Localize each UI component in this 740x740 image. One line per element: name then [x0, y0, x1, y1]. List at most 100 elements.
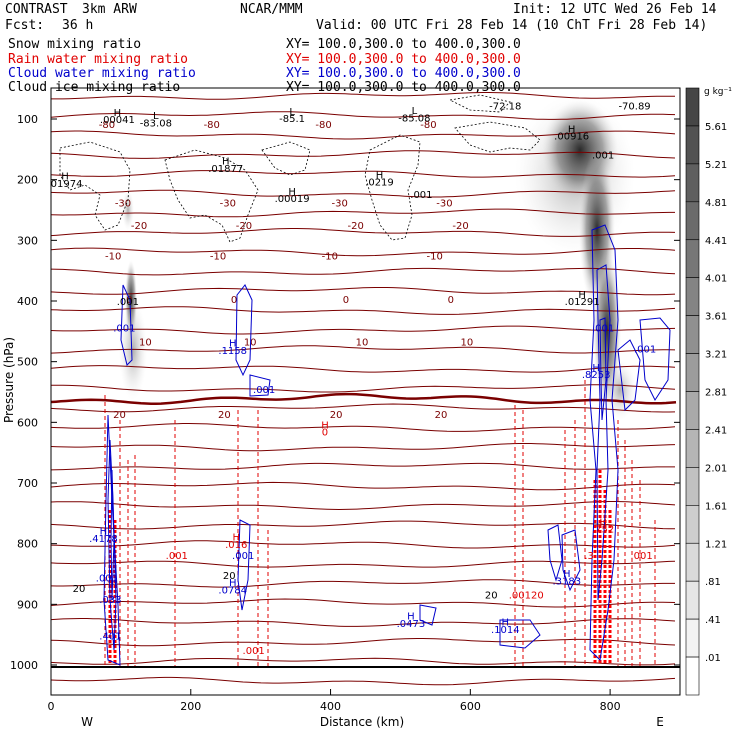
colorbar-label: 4.81: [705, 198, 727, 209]
temperature-contour-line: [51, 189, 676, 198]
contour-annotation: .1014: [491, 625, 520, 636]
temperature-label: -20: [452, 221, 468, 232]
contour-annotation: H: [563, 569, 571, 580]
temperature-contour-line: [51, 267, 676, 276]
forecast-label: Fcst:: [5, 18, 45, 33]
temperature-label: -80: [420, 120, 436, 131]
contour-labels: H.00041 L-83.08L-85.1L-85.08-72.18 -70.89H…: [47, 101, 656, 657]
temperature-contour-line: [51, 462, 675, 471]
outline-central-small: [261, 141, 311, 176]
temperature-contour-line: [51, 520, 676, 530]
temperature-contour-line: [51, 130, 676, 140]
colorbar-box: [685, 542, 700, 582]
colorbar-box: [685, 125, 700, 165]
plot-frame: [50, 87, 681, 696]
temperature-label: -10: [210, 252, 226, 263]
temperature-contour-line: [51, 540, 676, 549]
temperature-label: -10: [427, 252, 443, 263]
contour-annotation: .001: [634, 345, 656, 356]
colorbar-label: 2.01: [705, 463, 727, 474]
cloud-contour: [547, 524, 563, 582]
temperature-label: -30: [220, 199, 236, 210]
y-tick-label: 600: [17, 416, 38, 429]
field-name-snow: Snow mixing ratio: [8, 37, 142, 52]
program-name: CONTRAST: [5, 2, 68, 17]
contour-annotation: .1158: [218, 346, 247, 357]
cloud-contour: [596, 264, 611, 601]
contour-annotation: H: [376, 170, 384, 181]
temperature-contour-line: [51, 443, 676, 452]
contour-annotation: L: [412, 106, 418, 117]
contour-annotation: H: [229, 339, 237, 350]
y-tick-label: 900: [17, 598, 38, 611]
temperature-contour-line: [51, 638, 676, 647]
temperature-contour-line: [51, 306, 676, 315]
contour-annotation: -83.08: [140, 118, 172, 129]
y-tick-label: 300: [17, 234, 38, 247]
temperature-contour-line: [51, 325, 676, 335]
outline-north: [454, 121, 541, 153]
colorbar-box: [685, 618, 700, 658]
y-tick-label: 800: [17, 538, 38, 551]
x-tick-label: 0: [48, 700, 55, 713]
colorbar-label: 4.41: [705, 236, 727, 247]
temperature-contour-line: [51, 423, 676, 432]
x-tick-label: 200: [180, 700, 201, 713]
contour-annotation: -70.89: [618, 101, 650, 112]
temperature-contour-line: [51, 560, 676, 568]
colorbar-label: 5.61: [705, 122, 727, 133]
temperature-contour-line: [51, 579, 675, 588]
temperature-contour-line: [51, 657, 676, 666]
contour-annotation: H: [578, 290, 586, 301]
temperature-contour-line: [51, 618, 676, 627]
contour-annotation: H: [114, 108, 122, 119]
temperature-label: 20: [330, 410, 343, 421]
contour-annotation: H: [229, 578, 237, 589]
contour-annotation: .01877: [208, 164, 243, 175]
cloud-contour: [561, 529, 581, 592]
contour-annotation: .001: [166, 551, 188, 562]
temperature-label: -80: [204, 120, 220, 131]
contour-annotation: .001: [232, 551, 254, 562]
temperature-label: 0: [231, 295, 237, 306]
contour-annotation: .001: [117, 297, 139, 308]
temperature-label: -20: [131, 221, 147, 232]
contour-annotation: .001: [96, 573, 118, 584]
x-tick-label: 800: [600, 700, 621, 713]
cloud-contour: [599, 317, 607, 421]
colorbar-label: .41: [705, 615, 721, 626]
contour-annotation: .00120: [509, 590, 544, 601]
temperature-contours: -80 -80 -80 -80-30 -30 -30 -30-20 -20 -20 -20-10-…: [51, 92, 677, 686]
contour-annotation: .00916: [554, 132, 589, 143]
outline-north-top: [448, 94, 511, 113]
colorbar-box: [685, 201, 700, 241]
shade-west-lower: [119, 300, 147, 400]
contour-annotation: .001: [243, 646, 265, 657]
contour-annotation: .01291: [565, 297, 600, 308]
contour-annotation: H: [592, 363, 600, 374]
y-tick-label: 400: [17, 295, 38, 308]
colorbar: g kg⁻¹ 5.61 5.21 4.81 4.41 4.01 3.61 3.21 2.81 2…: [685, 87, 732, 696]
cloud-water-contours: [103, 224, 671, 666]
field-xy-rain: XY= 100.0,300.0 to 400.0,300.0: [286, 52, 521, 67]
x-axis-ticks: 0 200 400 600 800: [48, 689, 621, 713]
temperature-contour-line: [51, 501, 676, 511]
temperature-label: -20: [348, 221, 364, 232]
field-xy-snow: XY= 100.0,300.0 to 400.0,300.0: [286, 37, 521, 52]
contour-annotation: .8253: [582, 370, 611, 381]
colorbar-box: [685, 580, 700, 620]
x-tick-label: 600: [460, 700, 481, 713]
contour-annotation: 0: [322, 428, 328, 439]
east-label: E: [656, 715, 664, 729]
contour-annotation: .001: [113, 323, 135, 334]
temperature-label: 0: [126, 295, 132, 306]
colorbar-box: [685, 505, 700, 544]
temperature-label: 0: [448, 295, 454, 306]
contour-annotation: H: [599, 517, 607, 528]
temperature-label: 10: [460, 338, 473, 349]
cloud-contour: [617, 339, 641, 412]
contour-annotation: .00019: [275, 194, 310, 205]
contour-annotation: .01974: [47, 179, 82, 190]
temperature-contour-line: [51, 92, 675, 100]
contour-annotation: H: [568, 124, 576, 135]
